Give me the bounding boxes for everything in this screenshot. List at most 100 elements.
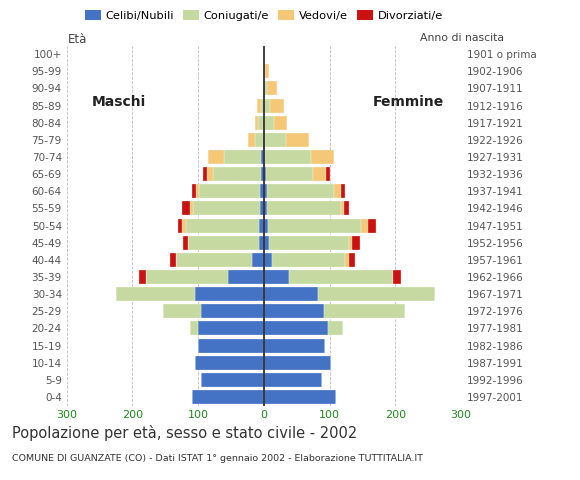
Bar — [259, 236, 264, 250]
Bar — [201, 373, 264, 387]
Bar — [264, 202, 267, 216]
Bar — [264, 236, 269, 250]
Bar — [264, 304, 324, 318]
Bar — [204, 167, 206, 181]
Bar — [260, 150, 264, 164]
Bar — [183, 236, 188, 250]
Bar — [264, 270, 289, 284]
Bar — [263, 133, 264, 147]
Bar — [264, 373, 322, 387]
Bar — [264, 133, 285, 147]
Bar — [264, 253, 272, 267]
Bar — [195, 287, 264, 301]
Bar — [191, 390, 264, 404]
Bar — [393, 270, 401, 284]
Text: Popolazione per età, sesso e stato civile - 2002: Popolazione per età, sesso e stato civil… — [12, 425, 357, 441]
Bar — [341, 184, 346, 198]
Text: COMUNE DI GUANZATE (CO) - Dati ISTAT 1° gennaio 2002 - Elaborazione TUTTITALIA.I: COMUNE DI GUANZATE (CO) - Dati ISTAT 1° … — [12, 454, 423, 463]
Bar — [334, 184, 341, 198]
Bar — [258, 98, 260, 113]
Bar — [182, 202, 190, 216]
Bar — [116, 287, 195, 301]
Bar — [264, 116, 274, 130]
Bar — [139, 270, 146, 284]
Bar — [349, 236, 352, 250]
Bar — [259, 218, 264, 233]
Bar — [313, 167, 327, 181]
Bar — [190, 322, 198, 336]
Bar — [186, 218, 259, 233]
Bar — [258, 116, 263, 130]
Bar — [265, 150, 311, 164]
Bar — [260, 98, 264, 113]
Bar — [191, 184, 196, 198]
Bar — [263, 116, 264, 130]
Bar — [344, 202, 349, 216]
Bar — [208, 150, 224, 164]
Bar — [264, 356, 331, 370]
Bar — [193, 202, 260, 216]
Bar — [272, 253, 346, 267]
Bar — [255, 116, 258, 130]
Bar — [311, 150, 334, 164]
Bar — [264, 322, 328, 336]
Bar — [228, 270, 264, 284]
Bar — [361, 218, 368, 233]
Bar — [198, 338, 264, 353]
Bar — [327, 167, 329, 181]
Bar — [213, 167, 260, 181]
Bar — [170, 253, 176, 267]
Bar — [274, 116, 287, 130]
Bar — [178, 218, 182, 233]
Bar — [164, 304, 201, 318]
Bar — [318, 287, 435, 301]
Bar — [267, 202, 341, 216]
Bar — [176, 253, 252, 267]
Bar — [264, 82, 267, 96]
Bar — [224, 150, 260, 164]
Bar — [255, 133, 263, 147]
Bar — [264, 98, 270, 113]
Bar — [263, 82, 264, 96]
Bar — [264, 287, 318, 301]
Bar — [182, 218, 186, 233]
Bar — [328, 322, 343, 336]
Bar — [264, 390, 336, 404]
Bar — [195, 356, 264, 370]
Bar — [252, 253, 264, 267]
Bar — [324, 304, 405, 318]
Bar — [260, 202, 264, 216]
Bar — [346, 253, 349, 267]
Text: Maschi: Maschi — [92, 95, 146, 109]
Bar — [349, 253, 356, 267]
Text: Età: Età — [68, 33, 88, 46]
Bar — [268, 218, 361, 233]
Bar — [264, 167, 266, 181]
Bar — [285, 133, 309, 147]
Bar — [190, 202, 193, 216]
Text: Femmine: Femmine — [373, 95, 444, 109]
Bar — [266, 167, 313, 181]
Bar — [200, 184, 260, 198]
Bar — [269, 236, 349, 250]
Bar — [267, 82, 277, 96]
Bar — [341, 202, 344, 216]
Bar — [196, 184, 200, 198]
Bar — [260, 184, 264, 198]
Text: Anno di nascita: Anno di nascita — [420, 33, 504, 43]
Bar — [270, 98, 284, 113]
Bar — [352, 236, 360, 250]
Bar — [198, 322, 264, 336]
Bar — [260, 167, 264, 181]
Bar — [264, 184, 267, 198]
Bar — [264, 218, 268, 233]
Bar — [267, 184, 334, 198]
Bar — [201, 304, 264, 318]
Bar — [188, 236, 259, 250]
Bar — [248, 133, 255, 147]
Bar — [368, 218, 376, 233]
Bar — [264, 64, 265, 78]
Bar — [264, 338, 325, 353]
Bar — [206, 167, 213, 181]
Legend: Celibi/Nubili, Coniugati/e, Vedovi/e, Divorziati/e: Celibi/Nubili, Coniugati/e, Vedovi/e, Di… — [81, 6, 447, 25]
